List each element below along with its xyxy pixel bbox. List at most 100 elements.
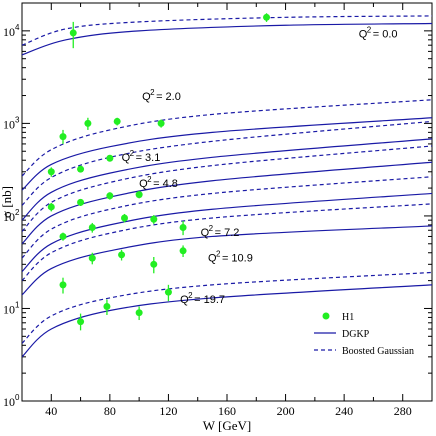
curve-label-exponent: 2: [188, 291, 193, 300]
q2-curve-labels: Q 2 = 0.0Q 2 = 2.0Q 2 = 3.1Q 2 = 4.8Q 2 = 7.2Q 2 = 1…: [122, 25, 398, 305]
h1-data-point: [59, 129, 67, 144]
x-tick-label: 80: [104, 404, 116, 418]
x-tick-label: 240: [335, 404, 353, 418]
curve-label-q: Q: [142, 91, 151, 103]
h1-data-point: [113, 117, 121, 126]
boosted-gaussian-curve-q2-10.9: [22, 203, 432, 282]
curve-label-value: = 0.0: [373, 28, 398, 40]
curve-label-q2-4.8: Q 2 = 4.8: [139, 175, 178, 190]
dgkp-curve-q2-7.2: [22, 192, 432, 273]
h1-data-point: [77, 198, 85, 207]
curve-label-value: = 7.2: [215, 227, 240, 239]
data-marker: [179, 223, 187, 231]
curve-label-value: = 3.1: [136, 152, 161, 164]
curve-label-q2-10.9: Q 2 = 10.9: [208, 250, 253, 265]
curve-label-q2-3.1: Q 2 = 3.1: [122, 149, 161, 164]
data-marker: [88, 223, 96, 231]
h1-data-point: [69, 21, 77, 49]
dgkp-curve-q2-2.0: [22, 117, 432, 191]
h1-data-point: [164, 284, 172, 302]
y-tick-exponent: 0: [15, 393, 20, 402]
y-tick-base: 10: [3, 395, 15, 409]
h1-data-point: [47, 167, 55, 177]
data-marker: [84, 119, 92, 127]
h1-data-point: [106, 192, 114, 200]
data-marker: [150, 215, 158, 223]
h1-data-point: [121, 213, 128, 223]
data-marker: [164, 288, 172, 296]
x-tick-labels: 40 80 120 160 200 240 280: [45, 404, 411, 418]
h1-data-point: [77, 165, 85, 173]
data-marker: [135, 309, 143, 317]
y-tick-base: 10: [3, 25, 15, 39]
data-marker: [47, 168, 55, 176]
y-tick-base: 10: [3, 210, 15, 224]
curve-label-exponent: 2: [150, 88, 155, 97]
legend-label-h1: H1: [342, 312, 354, 323]
y-tick-label: 10 3: [3, 115, 20, 131]
data-marker: [106, 154, 114, 162]
data-marker: [113, 117, 121, 125]
dgkp-curve-q2-3.1: [22, 138, 432, 221]
curve-label-q: Q: [180, 294, 189, 306]
curve-label-value: = 2.0: [156, 91, 181, 103]
data-marker: [157, 119, 165, 127]
boosted-gaussian-curve-q2-0.0: [22, 15, 432, 46]
data-marker: [77, 165, 85, 173]
h1-data-point: [150, 256, 158, 274]
x-tick-label: 280: [394, 404, 412, 418]
curve-label-q: Q: [139, 178, 148, 190]
h1-data-point: [84, 117, 92, 130]
data-marker: [118, 251, 126, 259]
legend: H1 DGKP Boosted Gaussian: [314, 312, 414, 357]
curve-label-exponent: 2: [130, 149, 135, 158]
data-marker: [106, 192, 114, 200]
curve-label-q2-19.7: Q 2 = 19.7: [180, 291, 225, 306]
y-tick-label: 10 0: [3, 393, 20, 409]
h1-data-point: [88, 222, 96, 233]
curve-label-exponent: 2: [216, 250, 221, 259]
data-marker: [77, 318, 85, 326]
data-marker: [69, 29, 77, 37]
data-marker: [135, 191, 143, 199]
h1-data-point: [106, 154, 114, 162]
data-marker: [59, 232, 67, 240]
h1-data-point: [179, 245, 187, 257]
data-marker: [47, 203, 55, 211]
boosted-gaussian-curve-q2-7.2: [22, 176, 432, 259]
y-tick-exponent: 4: [15, 23, 20, 32]
data-marker: [59, 133, 67, 141]
curve-label-exponent: 2: [209, 224, 214, 233]
curve-label-q2-7.2: Q 2 = 7.2: [201, 224, 240, 239]
legend-label-boosted-gaussian: Boosted Gaussian: [342, 346, 414, 357]
h1-data-point: [59, 277, 67, 294]
data-marker: [59, 281, 67, 289]
h1-data-point: [135, 306, 143, 321]
curve-label-value: = 4.8: [153, 178, 178, 190]
curve-label-exponent: 2: [147, 175, 152, 184]
h1-data-point: [135, 191, 143, 199]
curve-label-q: Q: [201, 227, 210, 239]
h1-data-point: [47, 202, 55, 212]
h1-data-point: [77, 313, 85, 331]
y-tick-exponent: 2: [15, 208, 20, 217]
legend-label-dgkp: DGKP: [342, 329, 370, 340]
dgkp-curve-q2-4.8: [22, 161, 432, 245]
data-marker: [103, 303, 111, 311]
curve-label-q2-2.0: Q 2 = 2.0: [142, 88, 181, 103]
curve-label-value: = 19.7: [194, 294, 225, 306]
dgkp-curve-q2-0.0: [22, 22, 432, 56]
x-tick-label: 120: [159, 404, 177, 418]
boosted-gaussian-curve-q2-19.7: [22, 271, 432, 344]
boosted-gaussian-curve-q2-3.1: [22, 120, 432, 206]
h1-data-point: [157, 119, 165, 128]
y-tick-label: 10 2: [3, 208, 20, 224]
dgkp-curve-q2-10.9: [22, 225, 432, 296]
legend-marker-h1: [322, 312, 330, 320]
curve-label-exponent: 2: [367, 25, 372, 34]
h1-data-point: [59, 232, 67, 241]
curve-label-q2-0.0: Q 2 = 0.0: [359, 25, 398, 40]
y-tick-base: 10: [3, 302, 15, 316]
data-marker: [121, 214, 128, 222]
